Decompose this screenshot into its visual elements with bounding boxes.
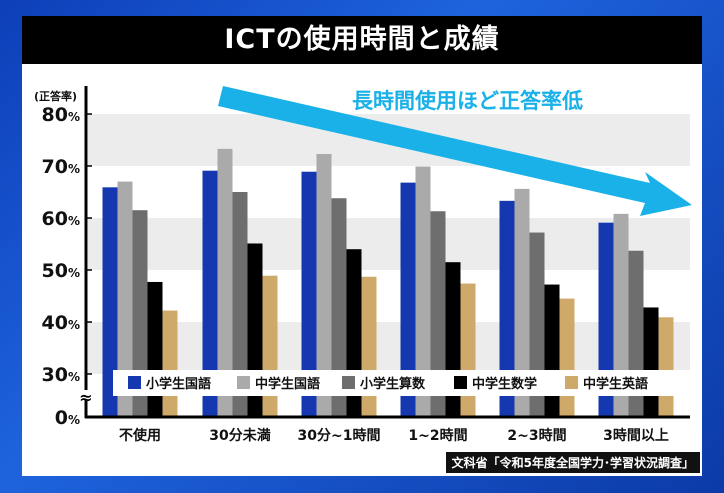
legend-swatch [454,376,467,389]
legend-label: 中学生英語 [583,376,648,392]
page-title: ICTの使用時間と成績 [22,16,702,64]
y-tick-label: 80% [42,104,80,126]
bar [559,298,575,417]
grid-band [88,322,690,374]
grid-band [88,218,690,270]
bar [202,170,218,417]
y-tick-label: 60% [42,208,80,230]
axis-break-gap [78,390,94,400]
legend [113,370,690,396]
y-tick-label: 30% [42,364,80,386]
bar [415,166,431,417]
legend-swatch [237,376,250,389]
x-tick-label: 2~3時間 [507,427,566,444]
x-tick-label: 30分~1時間 [298,427,381,444]
bar [102,187,118,417]
bar [460,283,476,417]
trend-arrow-icon [218,86,692,216]
y-tick-label: 50% [42,260,80,282]
bar [658,317,674,417]
bar [499,200,515,417]
bar [544,284,560,417]
x-tick-label: 不使用 [119,427,161,444]
bar [430,211,446,417]
bar [232,192,248,417]
legend-label: 中学生国語 [255,376,320,392]
source-caption: 文科省「令和5年度全国学力･学習状況調査」 [445,452,700,473]
bar [331,198,347,417]
bar [301,171,317,417]
legend-label: 小学生国語 [146,376,211,392]
legend-swatch [128,376,141,389]
annotation-label: 長時間使用ほど正答率低 [352,89,583,113]
bar [514,188,530,417]
legend-label: 中学生数学 [472,376,537,392]
y-tick-label: 40% [42,312,80,334]
y-tick-label: 70% [42,156,80,178]
x-tick-label: 30分未満 [209,427,270,444]
bar [400,182,416,417]
bar [598,222,614,417]
bar [613,213,629,417]
y-axis-label: (正答率) [34,89,77,103]
y-tick-label: 0% [55,407,80,429]
bar [643,307,659,417]
bar [217,148,233,417]
bar [316,154,332,418]
bar [117,181,133,417]
bar [147,281,163,417]
axis-break-icon: ≈ [79,388,92,407]
x-tick-label: 1~2時間 [408,427,467,444]
bar [162,310,178,417]
legend-swatch [565,376,578,389]
x-tick-label: 3時間以上 [603,427,669,444]
legend-label: 小学生算数 [360,376,426,392]
legend-swatch [342,376,355,389]
bar [132,210,148,417]
